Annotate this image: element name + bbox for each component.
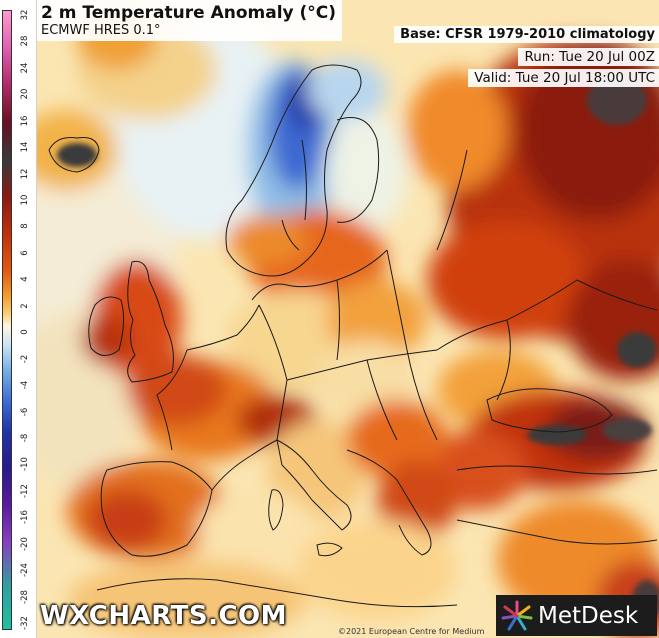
colorbar-tick-label: -20 [20,536,30,551]
colorbar-tick-label: 2 [20,303,30,309]
colorbar-tick-label: 28 [20,36,30,47]
colorbar-gradient [2,10,12,630]
colorbar-tick-label: -2 [20,354,30,363]
metdesk-text: MetDesk [538,602,639,629]
colorbar-tick-label: -16 [20,510,30,525]
valid-time: Valid: Tue 20 Jul 18:00 UTC [468,69,659,87]
copyright-notice: ©2021 European Centre for Medium [338,627,485,636]
colorbar-tick-label: 14 [20,141,30,153]
colorbar-tick-label: 32 [20,9,30,21]
title-block: 2 m Temperature Anomaly (°C) ECMWF HRES … [37,0,343,41]
colorbar-tick-label: -8 [20,433,30,443]
colorbar-tick-label: 0 [20,329,30,335]
model-name: ECMWF HRES 0.1° [41,23,161,38]
colorbar-tick-label: 10 [20,194,30,206]
colorbar-tick-label: 6 [20,250,30,256]
metdesk-star-icon [501,600,533,630]
wxcharts-brand[interactable]: WXCHARTS.COM [40,601,288,631]
colorbar-tick-label: 4 [20,276,30,283]
colorbar-tick-label: -10 [20,457,30,472]
colorbar-tick-label: -32 [20,616,30,630]
anomaly-field [37,10,659,638]
colorbar-tick-label: -24 [20,563,30,578]
coastlines-borders [48,64,658,608]
base-climatology: Base: CFSR 1979-2010 climatology [394,26,659,43]
colorbar-tick-label: 8 [20,223,30,230]
map-canvas [37,0,659,638]
map-title: 2 m Temperature Anomaly (°C) [41,3,337,23]
colorbar-tick-label: 24 [20,62,30,74]
colorbar-tick-label: 12 [20,168,30,180]
colorbar-tick-label: -12 [20,483,30,498]
colorbar-labels: 32 28 24 20 16 14 12 10 8 6 4 2 0 -2 -4 -6 -8 -10 -12 -16 -2… [14,10,36,630]
colorbar: 32 28 24 20 16 14 12 10 8 6 4 2 0 -2 -4 -6 -8 -10 -12 -16 -2… [0,0,37,638]
run-time: Run: Tue 20 Jul 00Z [518,48,659,66]
colorbar-tick-label: 16 [20,115,30,127]
metdesk-logo[interactable]: MetDesk [496,595,657,636]
colorbar-tick-label: -6 [20,407,30,416]
colorbar-tick-label: -4 [20,380,30,390]
colorbar-tick-label: -28 [20,589,30,604]
colorbar-tick-label: 20 [20,88,30,100]
extreme-anomaly-patches [57,75,659,620]
temperature-anomaly-map[interactable] [37,0,659,638]
